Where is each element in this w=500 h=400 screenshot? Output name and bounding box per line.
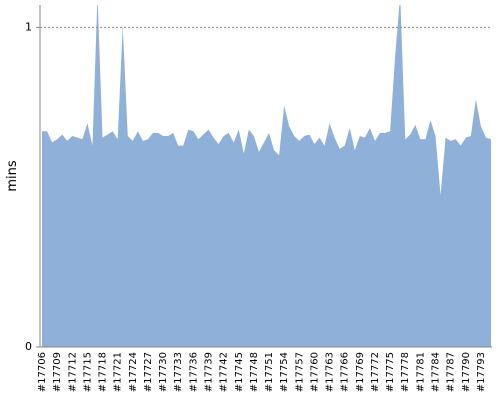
y-axis-label: mins (5, 160, 20, 192)
plot-area (42, 5, 491, 347)
x-tick-label: #17769 (355, 352, 366, 392)
y-tick-label: 0 (25, 340, 32, 353)
x-tick-label: #17772 (370, 352, 381, 392)
area (42, 5, 491, 347)
x-tick-label: #17724 (128, 352, 139, 392)
y-tick-label: 1 (25, 20, 32, 33)
x-tick-label: #17763 (325, 352, 336, 392)
x-tick-label: #17790 (461, 352, 472, 392)
x-tick-label: #17751 (264, 352, 275, 392)
axes: 0 1 #17706 #17709 #17712 #17715 #17718 #17721 #1… (25, 5, 492, 392)
x-tick-label: #17712 (67, 352, 78, 392)
x-tick-label: #17745 (234, 352, 245, 392)
x-tick-label: #17733 (173, 352, 184, 392)
x-tick-label: #17736 (188, 352, 199, 392)
x-tick-label: #17709 (52, 352, 63, 392)
x-tick-label: #17730 (158, 352, 169, 392)
x-tick-label: #17778 (400, 352, 411, 392)
x-tick-label: #17748 (249, 352, 260, 392)
x-tick-label: #17727 (143, 352, 154, 392)
x-tick-label: #17784 (431, 352, 442, 392)
x-tick-label: #17706 (37, 352, 48, 392)
x-tick-label: #17793 (476, 352, 487, 392)
x-tick-label: #17721 (113, 352, 124, 392)
x-tick-label: #17742 (219, 352, 230, 392)
x-tick-label: #17739 (203, 352, 214, 392)
x-tick-label: #17775 (385, 352, 396, 392)
x-tick-label: #17718 (98, 352, 109, 392)
x-tick-label: #17760 (309, 352, 320, 392)
x-tick-label: #17715 (82, 352, 93, 392)
x-tick-label: #17766 (340, 352, 351, 392)
x-tick-label: #17787 (446, 352, 457, 392)
x-tick-label: #17757 (294, 352, 305, 392)
x-tick-label: #17781 (415, 352, 426, 392)
x-tick-label: #17754 (279, 352, 290, 392)
